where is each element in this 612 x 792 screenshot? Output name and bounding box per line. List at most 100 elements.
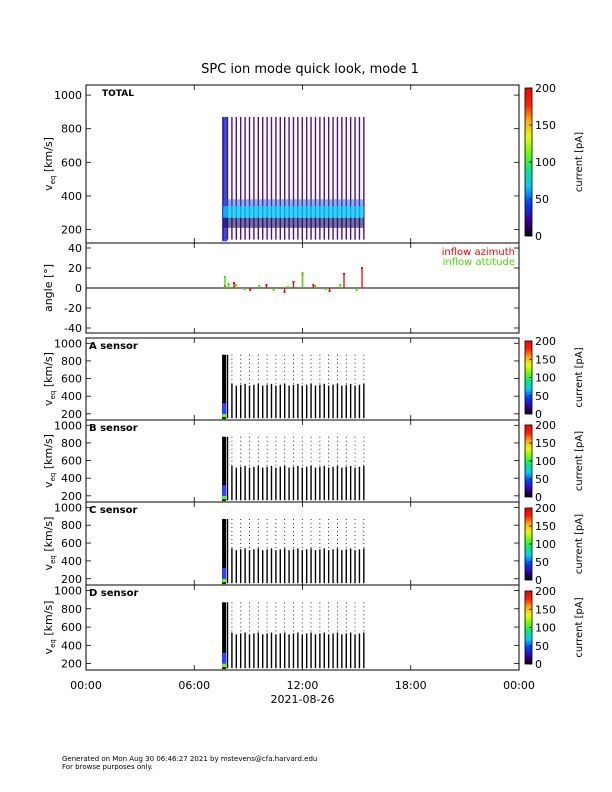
- y-tick-label: 400: [61, 555, 82, 568]
- y-axis-label: veq [km/s]: [42, 517, 57, 571]
- x-tick-label: 12:00: [287, 679, 319, 692]
- y-tick-label: 800: [61, 437, 82, 450]
- colorbar-label: current [pA]: [574, 132, 585, 192]
- panel-sensor_c: 200 400 600 800 1000 veq [km/s] C sensor 0 50 100…: [42, 501, 585, 587]
- panel-label: TOTAL: [102, 89, 134, 99]
- y-tick-label: 1000: [54, 337, 82, 350]
- data-point: [361, 267, 364, 269]
- y-tick-label: 600: [61, 373, 82, 386]
- y-axis-label: veq [km/s]: [42, 434, 57, 488]
- colorbar-tick-label: 50: [535, 556, 549, 569]
- series-inflow-attitude: [223, 272, 358, 291]
- x-tick-label: 06:00: [178, 679, 210, 692]
- heatmap-data: [222, 116, 365, 242]
- y-axis-label: veq [km/s]: [42, 601, 57, 655]
- y-tick-label: 0: [75, 282, 82, 295]
- data-point: [265, 284, 268, 286]
- panel-sensor_a: 200 400 600 800 1000 veq [km/s] A sensor 0 50 100…: [42, 335, 585, 421]
- x-axis-date-label: 2021-08-26: [271, 693, 335, 706]
- colorbar-tick-label: 100: [535, 372, 556, 385]
- x-tick-label: 18:00: [395, 679, 427, 692]
- data-point: [223, 276, 226, 278]
- core-band: [222, 403, 227, 414]
- colorbar-tick-label: 200: [535, 335, 556, 348]
- panel-angle: -40 -20 0 20 40 angle [°] inflow azimuthinflow…: [42, 242, 520, 335]
- footer-browse-line: For browse purposes only.: [62, 763, 153, 771]
- sweep-column: [222, 602, 227, 670]
- panel-sensor_d: 200 400 600 800 1000 veq [km/s] D sensor 0 50 100…: [42, 584, 585, 671]
- y-tick-label: 200: [61, 224, 82, 237]
- y-tick-label: 200: [61, 573, 82, 586]
- sweep-column: [222, 116, 228, 242]
- y-tick-label: 1000: [54, 89, 82, 102]
- core-band-edge: [223, 217, 364, 228]
- colorbar-tick-label: 200: [535, 82, 556, 95]
- figure-title: SPC ion mode quick look, mode 1: [201, 62, 419, 77]
- colorbar-tick-label: 0: [535, 230, 542, 243]
- data-point: [287, 286, 290, 288]
- colorbar-tick-label: 100: [535, 538, 556, 551]
- data-point: [328, 290, 331, 292]
- y-tick-label: -40: [64, 322, 82, 335]
- y-tick-label: 600: [61, 621, 82, 634]
- colorbar-label: current [pA]: [574, 347, 585, 407]
- data-point: [312, 284, 315, 286]
- panel-label: B sensor: [89, 423, 138, 434]
- y-tick-label: 200: [61, 408, 82, 421]
- colorbar-tick-label: 0: [535, 408, 542, 421]
- colorbar: 0 50 100 150 200 current [pA]: [524, 502, 585, 587]
- colorbar-label: current [pA]: [574, 597, 585, 657]
- x-tick-label: 00:00: [503, 679, 535, 692]
- colorbar-tick-label: 50: [535, 640, 549, 653]
- legend-entry: inflow azimuth: [442, 247, 515, 258]
- data-point: [232, 282, 235, 284]
- y-axis-label: veq [km/s]: [42, 137, 57, 191]
- y-tick-label: -20: [64, 302, 82, 315]
- data-point: [234, 284, 237, 286]
- colorbar-tick-label: 0: [535, 658, 542, 671]
- data-point: [314, 285, 317, 287]
- y-axis-label: veq [km/s]: [42, 352, 57, 406]
- heatmap-data: [222, 354, 365, 420]
- colorbar-tick-label: 50: [535, 390, 549, 403]
- data-point: [283, 291, 286, 293]
- panel-label: D sensor: [89, 588, 138, 599]
- data-point: [249, 289, 252, 291]
- colorbar-tick-label: 150: [535, 353, 556, 366]
- core-band: [222, 663, 227, 668]
- y-tick-label: 800: [61, 603, 82, 616]
- data-point: [258, 285, 261, 287]
- core-band: [223, 206, 364, 218]
- colorbar-tick-label: 50: [535, 193, 549, 206]
- colorbar: 0 50 100 150 200 current [pA]: [524, 419, 585, 504]
- y-tick-label: 200: [61, 658, 82, 671]
- colorbar-tick-label: 50: [535, 473, 549, 486]
- colorbar-tick-label: 0: [535, 491, 542, 504]
- heatmap-data: [222, 602, 365, 670]
- data-point: [342, 273, 345, 275]
- core-band: [222, 495, 227, 500]
- data-point: [339, 284, 342, 286]
- y-tick-label: 400: [61, 472, 82, 485]
- data-point: [227, 283, 230, 285]
- colorbar: 0 50 100 150 200 current [pA]: [524, 82, 585, 243]
- data-point: [355, 289, 358, 291]
- colorbar-tick-label: 200: [535, 502, 556, 515]
- colorbar: 0 50 100 150 200 current [pA]: [524, 585, 585, 671]
- panel-label: C sensor: [89, 505, 137, 516]
- x-tick-label: 00:00: [70, 679, 102, 692]
- heatmap-data: [222, 518, 365, 585]
- y-tick-label: 400: [61, 639, 82, 652]
- core-band: [222, 485, 227, 496]
- legend-entry: inflow attitude: [443, 257, 515, 268]
- panel-sensor_b: 200 400 600 800 1000 veq [km/s] B sensor 0 50 100…: [42, 419, 585, 504]
- core-band: [222, 568, 227, 579]
- sweep-column: [222, 354, 227, 420]
- colorbar-tick-label: 100: [535, 622, 556, 635]
- footer-generated-line: Generated on Mon Aug 30 06:46:27 2021 by…: [62, 755, 318, 763]
- core-band: [222, 652, 227, 664]
- data-point: [243, 288, 246, 290]
- y-tick-label: 200: [61, 490, 82, 503]
- colorbar-tick-label: 150: [535, 437, 556, 450]
